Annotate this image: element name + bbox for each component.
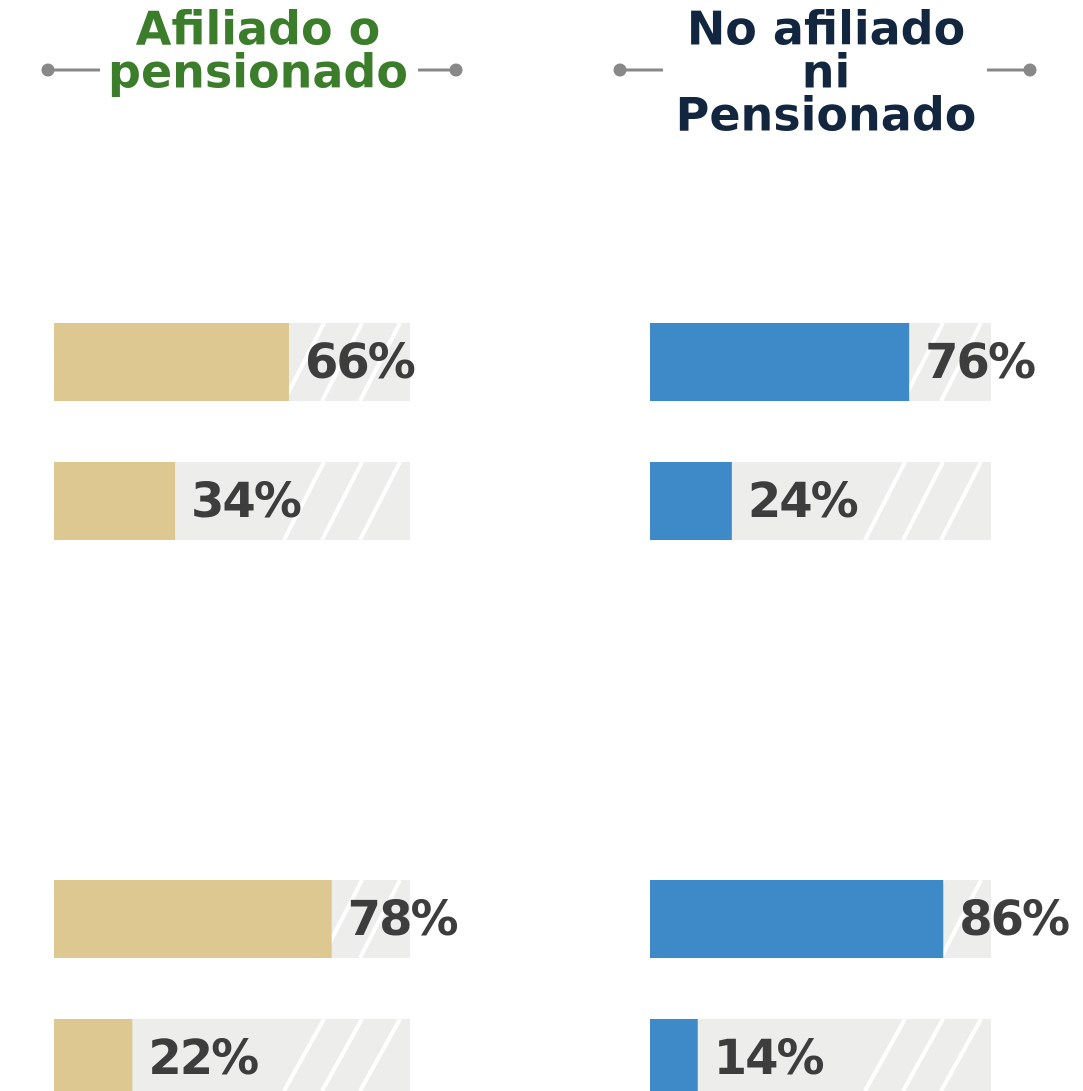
value-label: 24% [748, 473, 858, 529]
rule-dot [449, 63, 463, 77]
track-stripe [939, 879, 983, 959]
bar [54, 323, 289, 401]
value-label: 76% [925, 334, 1035, 390]
bar [650, 323, 910, 401]
track-stripe [358, 322, 402, 402]
track-stripe [320, 1018, 364, 1091]
rule-dot [1023, 63, 1037, 77]
track-stripe [358, 461, 402, 541]
bar [54, 1019, 133, 1091]
track-stripe [939, 461, 983, 541]
track-stripe [358, 879, 402, 959]
panel-title: pensionado [108, 45, 408, 99]
track-stripe [939, 322, 983, 402]
decor [41, 63, 1037, 77]
panel-title: Pensionado [676, 88, 977, 142]
panel-title: ni [802, 45, 851, 99]
panel-title: No afiliado [687, 2, 965, 56]
track-stripe [282, 461, 326, 541]
rule-dot [41, 63, 55, 77]
track-stripe [863, 1018, 907, 1091]
bar [54, 462, 176, 540]
rule-dot [613, 63, 627, 77]
bar [54, 880, 332, 958]
bar [650, 462, 732, 540]
track-stripe [939, 1018, 983, 1091]
track-stripe [358, 1018, 402, 1091]
bar [650, 1019, 698, 1091]
track-stripe [901, 1018, 945, 1091]
track-stripe [282, 1018, 326, 1091]
value-label: 14% [714, 1030, 824, 1086]
value-label: 66% [305, 334, 415, 390]
value-label: 34% [191, 473, 301, 529]
bar [650, 880, 944, 958]
track-stripe [901, 461, 945, 541]
value-label: 86% [959, 891, 1069, 947]
track-stripe [901, 322, 945, 402]
value-label: 78% [348, 891, 458, 947]
track-stripe [320, 461, 364, 541]
track-stripe [863, 461, 907, 541]
panel-title: Afiliado o [136, 2, 380, 56]
value-label: 22% [148, 1030, 258, 1086]
track-stripe [282, 322, 326, 402]
track-stripe [320, 322, 364, 402]
